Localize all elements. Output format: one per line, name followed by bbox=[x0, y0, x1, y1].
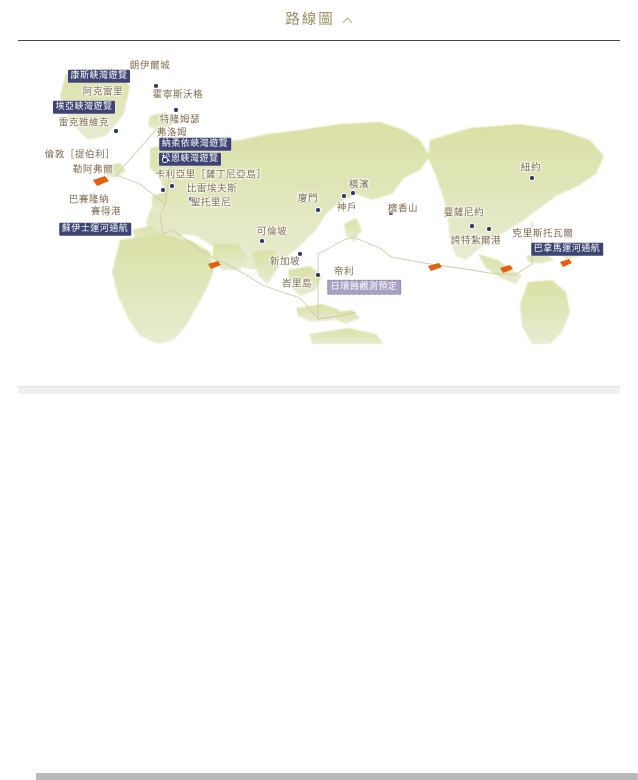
port-dot[interactable] bbox=[189, 197, 193, 201]
port-dot[interactable] bbox=[316, 273, 320, 277]
map-label-city[interactable]: 倫敦［提伯利］ bbox=[44, 149, 116, 161]
port-dot[interactable] bbox=[530, 176, 534, 180]
map-label-city[interactable]: 紐約 bbox=[520, 162, 542, 174]
port-dot[interactable] bbox=[298, 252, 302, 256]
map-label-city[interactable]: 克里斯托瓦爾 bbox=[512, 228, 574, 240]
map-label-city[interactable]: 帝利 bbox=[333, 266, 355, 278]
port-dot[interactable] bbox=[513, 229, 517, 233]
chevron-up-icon[interactable] bbox=[344, 17, 353, 26]
map-label-event[interactable]: 康斯峽灣遊覽 bbox=[67, 69, 131, 83]
port-dot[interactable] bbox=[158, 170, 162, 174]
map-label-city[interactable]: 賽得港 bbox=[90, 206, 122, 218]
horizontal-scrollbar-thumb[interactable] bbox=[36, 773, 638, 780]
map-label-city[interactable]: 聖托里尼 bbox=[190, 197, 232, 209]
port-dot[interactable] bbox=[342, 194, 346, 198]
panel-header[interactable]: 路線圖 bbox=[0, 0, 638, 40]
port-dot[interactable] bbox=[260, 239, 264, 243]
map-label-city[interactable]: 霍寧斯沃格 bbox=[152, 89, 204, 101]
map-label-city[interactable]: 巴賽隆納 bbox=[68, 194, 110, 206]
map-label-city[interactable]: 勒阿弗爾 bbox=[72, 164, 114, 176]
page-title: 路線圖 bbox=[285, 11, 335, 28]
map-label-city[interactable]: 檀香山 bbox=[387, 203, 419, 215]
map-label-city[interactable]: 弗洛姆 bbox=[156, 127, 188, 139]
map-label-city[interactable]: 比雷埃夫斯 bbox=[186, 183, 238, 195]
port-dot[interactable] bbox=[114, 129, 118, 133]
port-dot[interactable] bbox=[163, 158, 167, 162]
route-map-page: 路線圖 bbox=[0, 0, 638, 400]
port-dot[interactable] bbox=[170, 116, 174, 120]
map-label-city[interactable]: 新加坡 bbox=[269, 256, 301, 268]
map-label-city[interactable]: 卡利亞里［薩丁尼亞島］ bbox=[155, 169, 267, 181]
horizontal-scrollbar-track[interactable] bbox=[18, 386, 638, 780]
map-label-city[interactable]: 曼薩尼約 bbox=[443, 207, 485, 219]
map-label-city[interactable]: 峇里島 bbox=[281, 278, 313, 290]
map-label-event[interactable]: 埃亞峽灣遊覽 bbox=[52, 100, 116, 114]
map-label-event[interactable]: 納柔依峽灣遊覽 bbox=[159, 137, 231, 151]
port-dot[interactable] bbox=[470, 224, 474, 228]
map-label-event[interactable]: 蘇伊士運河通航 bbox=[59, 222, 131, 236]
map-label-city[interactable]: 朗伊爾城 bbox=[129, 60, 171, 72]
port-dot[interactable] bbox=[351, 191, 355, 195]
map-label-city[interactable]: 阿克雷里 bbox=[82, 86, 124, 98]
map-label-event[interactable]: 松恩峽灣遊覽 bbox=[158, 152, 222, 166]
map-label-event[interactable]: 巴拿馬運河通航 bbox=[531, 242, 603, 256]
map-label-event[interactable]: 日環蝕觀測預定 bbox=[327, 279, 401, 295]
map-label-city[interactable]: 神戶 bbox=[336, 202, 358, 214]
header-divider bbox=[18, 40, 620, 41]
map-label-city[interactable]: 特隆姆瑟 bbox=[159, 114, 201, 126]
port-dot[interactable] bbox=[161, 188, 165, 192]
port-dot[interactable] bbox=[154, 84, 158, 88]
map-label-city[interactable]: 可倫坡 bbox=[256, 226, 288, 238]
map-label-city[interactable]: 橫濱 bbox=[348, 179, 370, 191]
port-dot[interactable] bbox=[487, 227, 491, 231]
port-dot[interactable] bbox=[316, 208, 320, 212]
port-dot[interactable] bbox=[170, 184, 174, 188]
port-dot[interactable] bbox=[174, 108, 178, 112]
world-map[interactable]: 朗伊爾城 康斯峽灣遊覽霍寧斯沃格 阿克雷里埃亞峽灣遊覽 雷克雅維克 特隆姆瑟 弗洛姆 納柔依… bbox=[0, 44, 638, 344]
port-dot[interactable] bbox=[389, 211, 393, 215]
map-label-city[interactable]: 雷克雅維克 bbox=[58, 117, 110, 129]
map-label-city[interactable]: 廈門 bbox=[297, 193, 319, 205]
map-label-city[interactable]: 誇特紮爾港 bbox=[450, 235, 502, 247]
